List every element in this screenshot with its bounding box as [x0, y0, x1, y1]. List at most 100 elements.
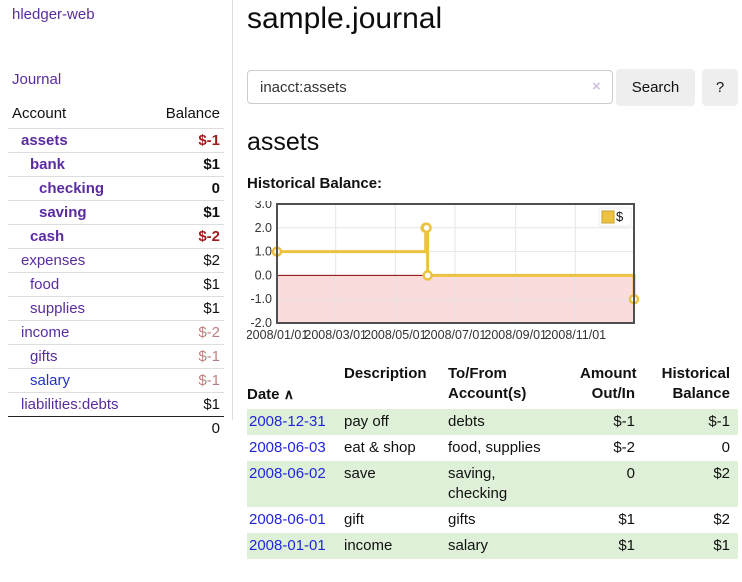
data-point-marker	[422, 270, 433, 281]
transaction-date-link[interactable]: 2008-01-01	[249, 537, 326, 554]
transaction-balance: $2	[713, 511, 730, 528]
accounts-table: Account Balance assets $-1 bank $1 checking 0…	[8, 102, 224, 440]
data-point-marker	[421, 222, 432, 234]
plot-border	[276, 203, 635, 324]
transaction-date-link[interactable]: 2008-12-31	[249, 413, 326, 430]
account-balance: $1	[147, 296, 224, 321]
account-link-checking[interactable]: checking	[39, 180, 105, 197]
transaction-balance: $1	[643, 533, 738, 559]
clear-search-icon[interactable]: ×	[592, 78, 601, 95]
transaction-accounts: food, supplies	[448, 439, 541, 456]
y-tick-label: -2.0	[250, 316, 272, 330]
account-link-liabilities-debts[interactable]: liabilities:debts	[21, 396, 119, 413]
account-balance: $2	[147, 248, 224, 273]
x-tick-label: 2008/01/01	[247, 328, 308, 342]
balance-column-header: Balance	[165, 105, 220, 122]
app-title-link[interactable]: hledger-web	[12, 6, 95, 23]
transaction-row: 2008-01-01 income salary $1 $1	[247, 533, 738, 559]
account-row: gifts $-1	[8, 344, 224, 369]
account-link-gifts[interactable]: gifts	[30, 348, 58, 365]
accounts-total-spacer	[8, 416, 148, 440]
account-row: assets $-1	[8, 128, 224, 153]
historical-balance-chart: $3.0 2.0 1.0 0.0 -1.0 -2.02008/01/012008/03/0…	[246, 197, 640, 342]
account-link-cash[interactable]: cash	[30, 228, 65, 245]
transaction-row: 2008-06-03 eat & shop food, supplies $-2 0	[247, 435, 738, 461]
sort-ascending-icon: ∧	[283, 386, 294, 402]
chart-title: Historical Balance:	[247, 175, 383, 192]
transaction-description: eat & shop	[344, 439, 416, 456]
account-row: cash $-2	[8, 224, 224, 249]
transaction-description: pay off	[344, 409, 448, 435]
account-row: income $-2	[8, 320, 224, 345]
accounts-total-row: 0	[8, 416, 224, 440]
sidebar: hledger-web Journal Account Balance asse…	[0, 0, 233, 440]
transaction-amount: $-1	[580, 409, 643, 435]
account-link-assets[interactable]: assets	[21, 132, 68, 149]
account-balance: 0	[147, 176, 224, 201]
y-tick-label: 2.0	[255, 221, 272, 235]
x-tick-label: 2008/05/01	[364, 328, 427, 342]
account-link-supplies[interactable]: supplies	[30, 300, 86, 317]
historical-balance-column-header: Historical Balance	[661, 365, 730, 402]
account-heading: assets	[247, 128, 320, 156]
page-title: sample.journal	[247, 2, 443, 35]
account-link-income[interactable]: income	[21, 324, 70, 341]
sidebar-item-journal[interactable]: Journal	[12, 71, 62, 88]
x-tick-label: 2008/09/01	[484, 328, 547, 342]
register-table: Date ∧ Description To/From Account(s) Am…	[247, 362, 738, 559]
tofrom-column-header: To/From Account(s)	[448, 365, 527, 402]
account-link-salary[interactable]: salary	[30, 372, 71, 389]
transaction-balance: $-1	[643, 409, 738, 435]
account-row: checking 0	[8, 176, 224, 201]
sort-by-date-link[interactable]: Date ∧	[247, 386, 294, 403]
transaction-date-link[interactable]: 2008-06-02	[249, 465, 326, 482]
account-link-food[interactable]: food	[30, 276, 60, 293]
transaction-description: gift	[344, 511, 365, 528]
help-button[interactable]: ?	[702, 69, 738, 106]
legend-swatch	[601, 210, 615, 224]
account-link-saving[interactable]: saving	[39, 204, 87, 221]
account-balance: $1	[147, 392, 224, 417]
account-row: liabilities:debts $1	[8, 392, 224, 417]
transaction-accounts: salary	[448, 533, 580, 559]
account-balance: $1	[147, 152, 224, 177]
account-balance: $-2	[147, 320, 224, 345]
transaction-row: 2008-12-31 pay off debts $-1 $-1	[247, 409, 738, 435]
accounts-total-value: 0	[147, 416, 224, 440]
account-link-expenses[interactable]: expenses	[21, 252, 86, 269]
transaction-date-link[interactable]: 2008-06-01	[249, 511, 326, 528]
account-row: salary $-1	[8, 368, 224, 393]
transaction-amount: $1	[580, 533, 643, 559]
account-balance: $-2	[147, 224, 224, 249]
historical-balance-chart-container: $3.0 2.0 1.0 0.0 -1.0 -2.0 2008/01/01 2008/03/0…	[246, 197, 641, 347]
x-tick-label: 2008/03/01	[304, 328, 367, 342]
transaction-row: 2008-06-02 save saving, checking 0 $2	[247, 461, 738, 507]
search-button[interactable]: Search	[616, 69, 695, 106]
account-row: bank $1	[8, 152, 224, 177]
transaction-description: income	[344, 533, 448, 559]
transaction-description: save	[344, 461, 448, 507]
transaction-accounts: debts	[448, 409, 580, 435]
account-balance: $-1	[147, 128, 224, 153]
transaction-amount: $-2	[613, 439, 635, 456]
register-header-row: Date ∧ Description To/From Account(s) Am…	[247, 362, 738, 409]
account-link-bank[interactable]: bank	[30, 156, 66, 173]
account-balance: $1	[147, 272, 224, 297]
transaction-accounts: saving, checking	[448, 461, 580, 507]
accounts-table-header-row: Account Balance	[8, 102, 224, 129]
date-column-header: Date	[247, 386, 280, 403]
description-column-header: Description	[344, 365, 427, 382]
search-input[interactable]	[247, 70, 613, 104]
transaction-date-link[interactable]: 2008-06-03	[249, 439, 326, 456]
transaction-amount: $1	[618, 511, 635, 528]
y-tick-label: 3.0	[255, 201, 272, 211]
account-row: supplies $1	[8, 296, 224, 321]
x-tick-label: 2008/07/01	[424, 328, 487, 342]
account-balance: $-1	[147, 344, 224, 369]
transaction-row: 2008-06-01 gift gifts $1 $2	[247, 507, 738, 533]
account-balance: $-1	[147, 368, 224, 393]
transaction-balance: $2	[643, 461, 738, 507]
amount-column-header: Amount Out/In	[580, 365, 637, 402]
x-tick-label: 2008/11/01	[544, 328, 606, 342]
transaction-amount: 0	[580, 461, 643, 507]
